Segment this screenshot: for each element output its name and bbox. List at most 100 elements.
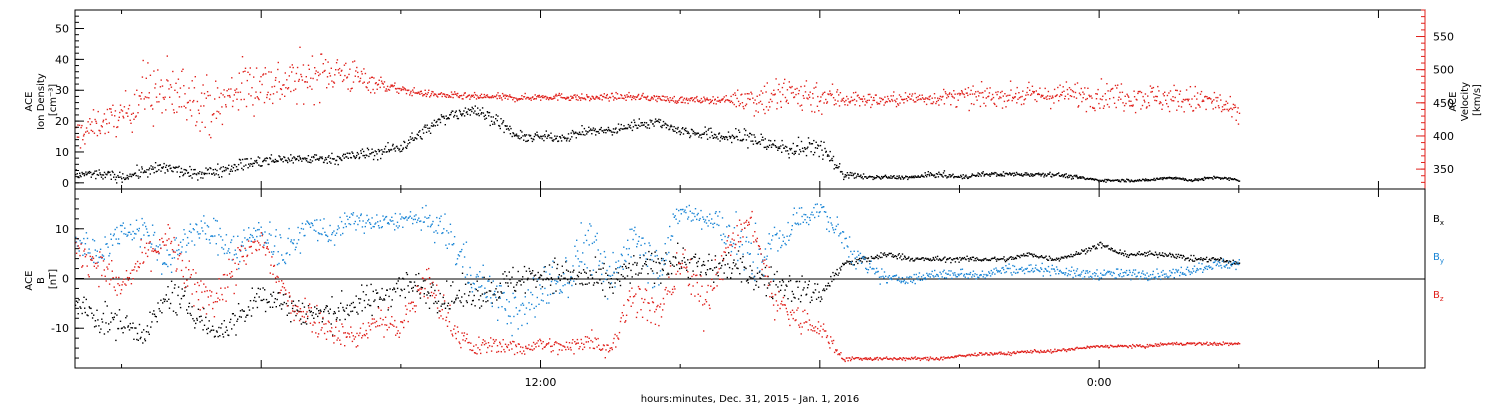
velocity-point xyxy=(1011,99,1013,102)
bx-point xyxy=(861,261,863,263)
bx-point xyxy=(1001,258,1003,260)
density-point xyxy=(1012,172,1014,174)
velocity-point xyxy=(776,102,779,104)
density-point xyxy=(107,172,109,174)
density-point xyxy=(141,166,143,168)
velocity-point xyxy=(192,101,194,103)
velocity-point xyxy=(735,105,737,108)
velocity-point xyxy=(904,92,907,94)
density-point xyxy=(622,128,624,130)
bx-point xyxy=(412,290,414,292)
velocity-point xyxy=(823,102,825,104)
density-point xyxy=(657,120,659,123)
density-point xyxy=(249,163,252,165)
velocity-point xyxy=(456,94,458,97)
density-point xyxy=(893,175,895,177)
velocity-point xyxy=(363,81,365,83)
velocity-point xyxy=(315,70,317,72)
bx-point xyxy=(116,314,118,316)
velocity-point xyxy=(518,99,520,101)
bx-point xyxy=(1110,249,1112,251)
density-point xyxy=(339,157,342,159)
velocity-point xyxy=(575,98,578,101)
bx-point xyxy=(224,331,227,333)
bx-point xyxy=(463,293,466,295)
by-point xyxy=(537,278,539,281)
by-point xyxy=(409,215,411,217)
density-point xyxy=(1055,174,1057,176)
by-point xyxy=(240,244,243,247)
density-point xyxy=(190,168,193,171)
density-point xyxy=(800,140,803,143)
density-point xyxy=(1219,177,1221,179)
density-point xyxy=(456,115,458,117)
bx-point xyxy=(760,278,762,280)
bx-point xyxy=(953,258,955,260)
velocity-point xyxy=(731,102,734,104)
by-point xyxy=(176,249,178,252)
by-point xyxy=(356,215,358,217)
density-point xyxy=(407,143,409,145)
density-point xyxy=(269,157,271,159)
velocity-point xyxy=(561,97,564,99)
bx-point xyxy=(332,313,335,315)
velocity-point xyxy=(267,91,269,94)
bx-point xyxy=(436,312,439,314)
velocity-point xyxy=(1143,99,1145,101)
velocity-point xyxy=(495,95,497,98)
by-point xyxy=(398,225,400,227)
velocity-point xyxy=(1079,94,1082,96)
velocity-point xyxy=(963,93,965,96)
bx-point xyxy=(942,258,944,260)
by-point xyxy=(222,248,225,250)
by-point xyxy=(577,258,579,260)
density-point xyxy=(126,174,128,177)
by-point xyxy=(304,234,306,237)
density-point xyxy=(949,174,951,176)
density-point xyxy=(956,176,958,178)
velocity-point xyxy=(1139,90,1141,93)
velocity-point xyxy=(544,95,546,98)
density-point xyxy=(428,130,430,132)
bx-point xyxy=(569,271,572,273)
bx-point xyxy=(261,299,263,302)
by-point xyxy=(478,286,480,288)
density-point xyxy=(604,129,607,131)
velocity-point xyxy=(540,95,543,98)
velocity-point xyxy=(1122,102,1124,104)
density-point xyxy=(296,158,298,160)
bx-point xyxy=(1072,255,1074,258)
density-point xyxy=(749,132,752,135)
by-point xyxy=(113,233,115,235)
bx-point xyxy=(504,271,506,273)
bx-point xyxy=(999,258,1001,260)
density-point xyxy=(391,145,394,147)
density-point xyxy=(1171,177,1173,179)
bx-point xyxy=(256,293,258,295)
bx-point xyxy=(498,297,500,299)
bx-point xyxy=(986,259,988,261)
density-point xyxy=(248,163,250,165)
bx-point xyxy=(1060,256,1063,258)
velocity-point xyxy=(253,76,255,78)
bx-point xyxy=(779,281,781,283)
velocity-point xyxy=(1065,81,1068,83)
density-point xyxy=(115,176,117,178)
density-point xyxy=(498,125,501,127)
velocity-point xyxy=(937,97,939,99)
by-point xyxy=(162,262,165,264)
by-point xyxy=(446,230,448,232)
density-point xyxy=(1081,177,1083,179)
velocity-point xyxy=(853,98,856,101)
velocity-point xyxy=(196,100,199,103)
bx-point xyxy=(99,331,101,334)
bx-point xyxy=(883,252,886,254)
bx-point xyxy=(919,258,922,260)
density-point xyxy=(282,161,284,163)
density-point xyxy=(88,172,90,174)
by-point xyxy=(578,265,580,267)
density-point xyxy=(1109,180,1112,182)
bx-point xyxy=(658,261,660,264)
density-point xyxy=(1006,173,1008,175)
bx-point xyxy=(106,305,108,307)
